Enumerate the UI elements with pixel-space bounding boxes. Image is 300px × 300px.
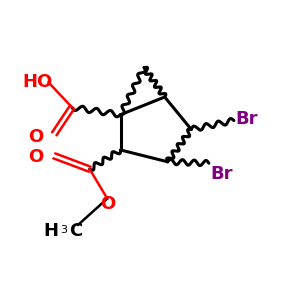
Text: 3: 3 (60, 225, 67, 235)
Text: H: H (44, 222, 59, 240)
Text: Br: Br (210, 165, 233, 183)
Text: O: O (28, 128, 43, 146)
Text: Br: Br (236, 110, 258, 128)
Text: O: O (28, 148, 43, 166)
Text: O: O (100, 196, 115, 214)
Text: C: C (69, 222, 82, 240)
Text: HO: HO (22, 73, 52, 91)
